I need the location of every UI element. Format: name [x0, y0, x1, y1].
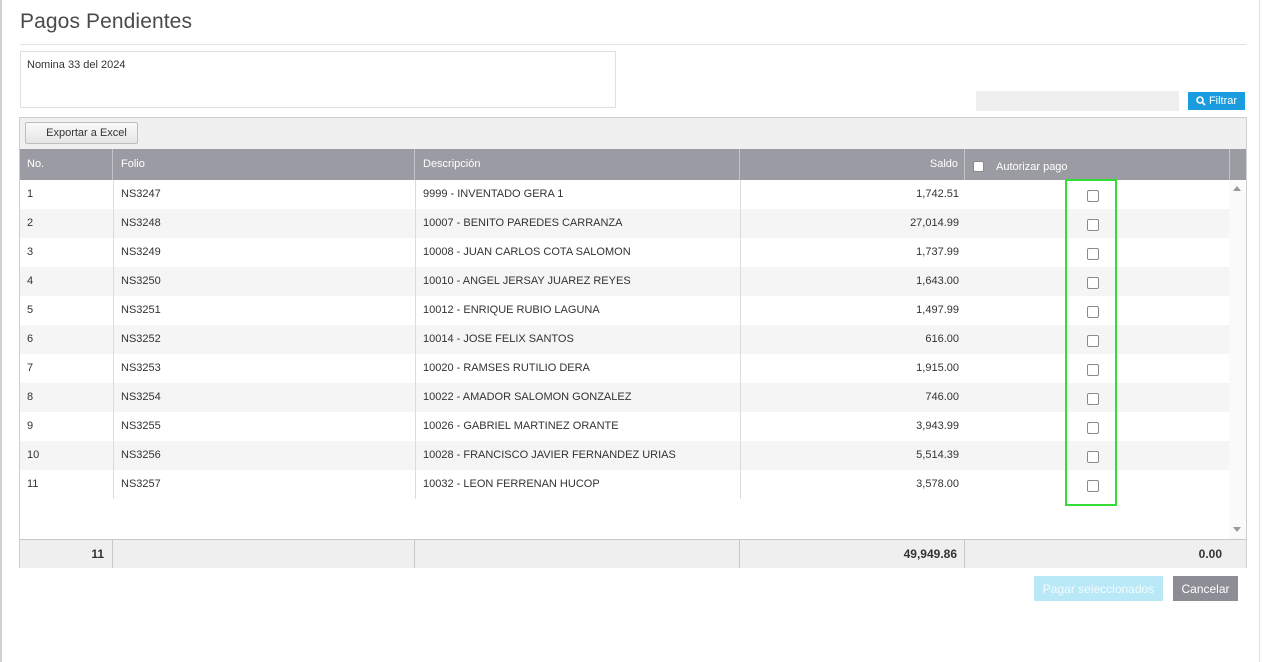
row-folio: NS3253: [121, 362, 161, 374]
row-folio: NS3252: [121, 333, 161, 345]
table-row[interactable]: 5 NS3251 10012 - ENRIQUE RUBIO LAGUNA 1,497…: [20, 296, 1229, 325]
row-no: 9: [27, 420, 34, 432]
authorize-payment-checkbox[interactable]: [1087, 248, 1099, 260]
row-saldo: 1,643.00: [916, 275, 959, 287]
row-no: 10: [27, 449, 40, 461]
authorize-payment-checkbox[interactable]: [1087, 335, 1099, 347]
row-no: 8: [27, 391, 34, 403]
table-row[interactable]: 7 NS3253 10020 - RAMSES RUTILIO DERA 1,915.…: [20, 354, 1229, 383]
select-all-checkbox[interactable]: [973, 161, 984, 172]
column-header-saldo[interactable]: Saldo: [740, 149, 965, 180]
authorize-payment-checkbox[interactable]: [1087, 393, 1099, 405]
row-descripcion: 10026 - GABRIEL MARTINEZ ORANTE: [423, 420, 619, 432]
row-saldo: 5,514.39: [916, 449, 959, 461]
scroll-up-arrow-icon[interactable]: [1233, 186, 1241, 191]
export-excel-button[interactable]: Exportar a Excel: [25, 122, 138, 144]
row-descripcion: 10010 - ANGEL JERSAY JUAREZ REYES: [423, 275, 631, 287]
footer-total-autorizado: 0.00: [1198, 547, 1222, 561]
authorize-payment-checkbox[interactable]: [1087, 364, 1099, 376]
table-row[interactable]: 1 NS3247 9999 - INVENTADO GERA 1 1,742.51: [20, 180, 1229, 209]
table-header: No. Folio Descripción Saldo Autorizar pa…: [20, 149, 1246, 180]
payments-grid: Exportar a Excel No. Folio Descripción S…: [19, 117, 1247, 568]
row-descripcion: 10008 - JUAN CARLOS COTA SALOMON: [423, 246, 631, 258]
authorize-payment-checkbox[interactable]: [1087, 190, 1099, 202]
row-no: 6: [27, 333, 34, 345]
row-saldo: 27,014.99: [910, 217, 959, 229]
authorize-payment-checkbox[interactable]: [1087, 451, 1099, 463]
pay-selected-button[interactable]: Pagar seleccionados: [1034, 576, 1163, 601]
table-row[interactable]: 2 NS3248 10007 - BENITO PAREDES CARRANZA 27…: [20, 209, 1229, 238]
table-row[interactable]: 4 NS3250 10010 - ANGEL JERSAY JUAREZ REYES…: [20, 267, 1229, 296]
column-header-autorizar[interactable]: Autorizar pago: [965, 149, 1230, 180]
column-header-no[interactable]: No.: [20, 149, 113, 180]
row-saldo: 1,497.99: [916, 304, 959, 316]
row-saldo: 1,742.51: [916, 188, 959, 200]
footer-empty-folio: [113, 540, 415, 568]
table-row[interactable]: 8 NS3254 10022 - AMADOR SALOMON GONZALEZ 74…: [20, 383, 1229, 412]
table-row[interactable]: 3 NS3249 10008 - JUAN CARLOS COTA SALOMON 1…: [20, 238, 1229, 267]
row-descripcion: 10014 - JOSE FELIX SANTOS: [423, 333, 574, 345]
authorize-payment-checkbox[interactable]: [1087, 422, 1099, 434]
row-no: 4: [27, 275, 34, 287]
filter-button[interactable]: Filtrar: [1188, 92, 1245, 110]
row-folio: NS3251: [121, 304, 161, 316]
description-field[interactable]: Nomina 33 del 2024: [20, 51, 616, 108]
authorize-payment-checkbox[interactable]: [1087, 219, 1099, 231]
row-folio: NS3250: [121, 275, 161, 287]
authorize-payment-checkbox[interactable]: [1087, 306, 1099, 318]
row-no: 3: [27, 246, 34, 258]
authorize-payment-checkbox[interactable]: [1087, 277, 1099, 289]
footer-count: 11: [20, 540, 113, 568]
row-folio: NS3249: [121, 246, 161, 258]
scroll-down-arrow-icon[interactable]: [1233, 527, 1241, 532]
table-footer: 11 49,949.86 0.00: [20, 539, 1246, 568]
row-no: 7: [27, 362, 34, 374]
row-saldo: 3,943.99: [916, 420, 959, 432]
row-saldo: 746.00: [925, 391, 959, 403]
cancel-button[interactable]: Cancelar: [1173, 576, 1238, 601]
table-row[interactable]: 10 NS3256 10028 - FRANCISCO JAVIER FERNAND…: [20, 441, 1229, 470]
row-descripcion: 10028 - FRANCISCO JAVIER FERNANDEZ URIAS: [423, 449, 676, 461]
row-folio: NS3254: [121, 391, 161, 403]
row-descripcion: 9999 - INVENTADO GERA 1: [423, 188, 564, 200]
row-no: 1: [27, 188, 34, 200]
row-no: 2: [27, 217, 34, 229]
filter-input[interactable]: [976, 91, 1179, 111]
row-folio: NS3255: [121, 420, 161, 432]
row-saldo: 1,737.99: [916, 246, 959, 258]
table-row[interactable]: 9 NS3255 10026 - GABRIEL MARTINEZ ORANTE 3,…: [20, 412, 1229, 441]
row-saldo: 1,915.00: [916, 362, 959, 374]
column-header-folio[interactable]: Folio: [113, 149, 415, 180]
row-folio: NS3257: [121, 478, 161, 490]
row-folio: NS3247: [121, 188, 161, 200]
page-title: Pagos Pendientes: [20, 10, 193, 33]
checkbox-column-highlight: [1065, 179, 1117, 506]
autorizar-pago-label: Autorizar pago: [996, 161, 1068, 173]
grid-toolbar: Exportar a Excel: [20, 118, 1246, 150]
row-saldo: 616.00: [925, 333, 959, 345]
table-body: 1 NS3247 9999 - INVENTADO GERA 1 1,742.51 2 N…: [20, 180, 1229, 539]
row-descripcion: 10012 - ENRIQUE RUBIO LAGUNA: [423, 304, 600, 316]
search-icon: [1196, 96, 1206, 106]
row-folio: NS3248: [121, 217, 161, 229]
filter-button-label: Filtrar: [1208, 95, 1238, 107]
column-header-descripcion[interactable]: Descripción: [415, 149, 740, 180]
row-descripcion: 10020 - RAMSES RUTILIO DERA: [423, 362, 590, 374]
row-descripcion: 10032 - LEON FERRENAN HUCOP: [423, 478, 600, 490]
footer-total-saldo: 49,949.86: [740, 540, 965, 568]
table-row[interactable]: 11 NS3257 10032 - LEON FERRENAN HUCOP 3,578…: [20, 470, 1229, 499]
header-spacer: [1230, 149, 1246, 180]
row-descripcion: 10022 - AMADOR SALOMON GONZALEZ: [423, 391, 632, 403]
authorize-payment-checkbox[interactable]: [1087, 480, 1099, 492]
row-no: 11: [27, 478, 39, 490]
row-descripcion: 10007 - BENITO PAREDES CARRANZA: [423, 217, 623, 229]
vertical-scrollbar[interactable]: [1229, 180, 1246, 539]
row-folio: NS3256: [121, 449, 161, 461]
table-row[interactable]: 6 NS3252 10014 - JOSE FELIX SANTOS 616.00: [20, 325, 1229, 354]
title-divider: [20, 44, 1246, 45]
row-saldo: 3,578.00: [916, 478, 959, 490]
footer-empty-descripcion: [415, 540, 740, 568]
row-no: 5: [27, 304, 34, 316]
